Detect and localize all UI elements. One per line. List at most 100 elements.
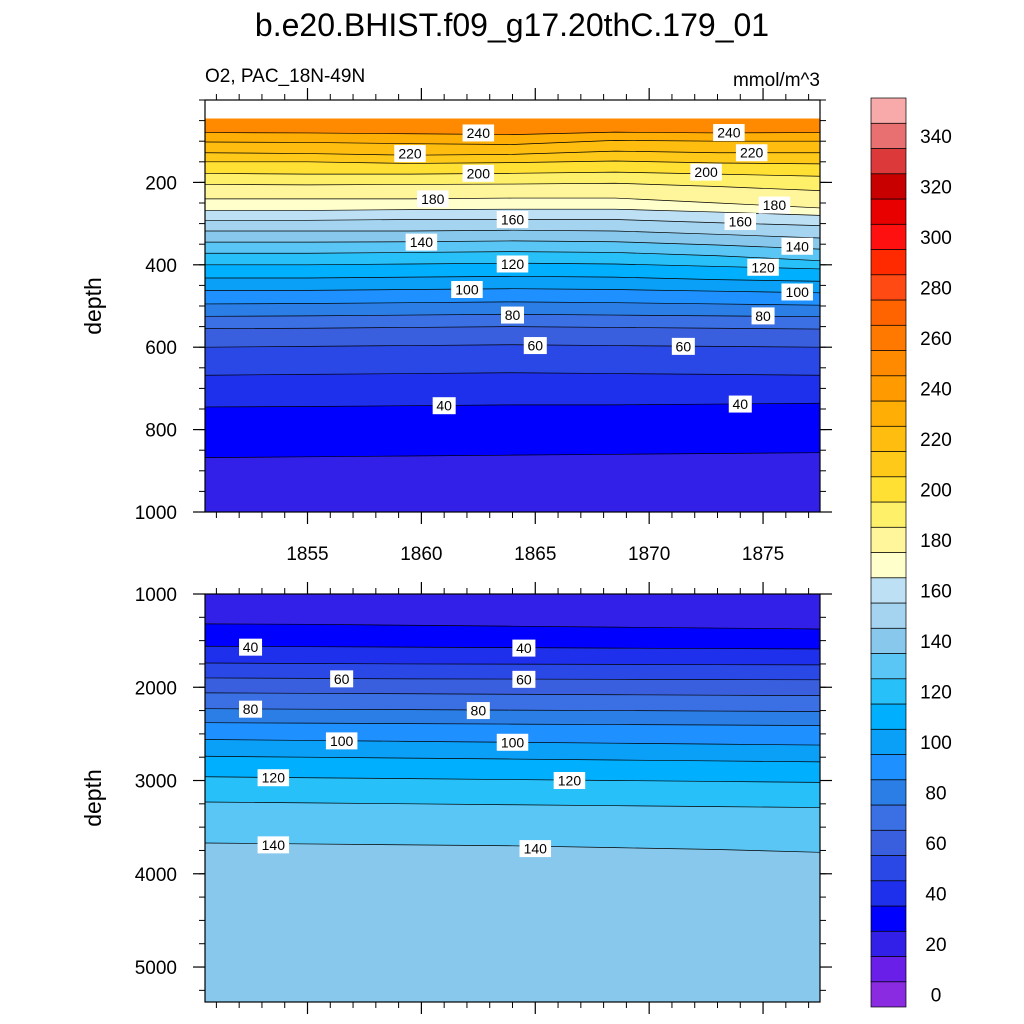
lower-depth-panel: 40 40 60 60 80 80 100 100 120 120 140 140 1000 2000 30… (80, 582, 832, 1014)
svg-text:220: 220 (740, 145, 764, 161)
contour-label: 60 (512, 670, 536, 688)
svg-text:60: 60 (516, 671, 532, 687)
subtitle-left: O2, PAC_18N-49N (205, 66, 365, 87)
contour-label: 160 (724, 213, 757, 231)
y-tick-label: 400 (145, 256, 177, 277)
svg-text:60: 60 (334, 671, 350, 687)
y-tick-label: 1000 (135, 585, 177, 606)
svg-text:100: 100 (330, 733, 354, 749)
contour-label: 140 (519, 840, 552, 858)
contour-label: 60 (330, 670, 354, 688)
contour-line (205, 229, 821, 239)
colorbar-box (870, 501, 907, 528)
colorbar-label: 120 (920, 682, 952, 703)
svg-text:40: 40 (243, 639, 259, 655)
contour-labels: 40 40 60 60 80 80 100 100 120 120 140 140 (239, 638, 586, 858)
colorbar-box (870, 930, 907, 957)
contour-label: 100 (496, 733, 529, 751)
svg-text:40: 40 (732, 396, 748, 412)
x-tick-label: 1865 (514, 544, 556, 565)
svg-text:80: 80 (471, 703, 487, 719)
contour-line (204, 776, 821, 783)
colorbar-box (870, 223, 907, 250)
contour-label: 40 (728, 395, 752, 413)
colorbar-box (870, 905, 907, 932)
contour-label: 140 (781, 237, 813, 255)
contour-label: 80 (239, 700, 263, 718)
svg-text:100: 100 (786, 284, 810, 300)
colorbar-box (870, 324, 907, 351)
contour-line (204, 755, 821, 763)
contour-label: 60 (523, 337, 547, 355)
colorbar-box (870, 804, 907, 831)
chart-title: b.e20.BHIST.f09_g17.20thC.179_01 (255, 7, 769, 43)
svg-text:120: 120 (501, 256, 525, 272)
colorbar-label: 0 (931, 985, 942, 1006)
x-tick-label: 1870 (628, 544, 670, 565)
contour-label: 40 (239, 638, 263, 656)
svg-text:140: 140 (410, 234, 434, 250)
y-axis-label: depth (80, 769, 106, 827)
svg-text:120: 120 (262, 770, 286, 786)
y-tick-label: 5000 (135, 958, 177, 979)
colorbar-box (870, 425, 907, 452)
colorbar-box (870, 299, 907, 326)
colorbar-box (870, 981, 907, 1008)
svg-text:200: 200 (467, 165, 491, 181)
contour-line (204, 402, 821, 408)
x-tick-label: 1875 (742, 544, 784, 565)
svg-text:240: 240 (717, 125, 741, 141)
x-tick-label: 1860 (400, 544, 442, 565)
colorbar-label: 140 (920, 632, 952, 653)
contour-label: 140 (257, 836, 290, 854)
contour-label: 140 (405, 233, 438, 251)
svg-text:180: 180 (421, 191, 445, 207)
contour-label: 100 (781, 283, 813, 301)
y-axis: 200 400 600 800 1000 (135, 99, 832, 524)
colorbar-box (870, 653, 907, 680)
contour-line (204, 182, 821, 191)
colorbar-label: 320 (920, 177, 952, 198)
contour-line (205, 251, 821, 262)
contour-label: 80 (501, 306, 524, 324)
contour-label: 40 (432, 397, 456, 415)
svg-text:120: 120 (751, 259, 775, 275)
y-tick-label: 600 (145, 338, 177, 359)
svg-text:80: 80 (243, 701, 259, 717)
contour-label: 160 (496, 210, 529, 228)
colorbar-box (870, 627, 907, 654)
x-axis (215, 582, 810, 1014)
contour-line (204, 842, 821, 853)
contour-label: 120 (257, 769, 290, 787)
colorbar-box (870, 956, 907, 983)
svg-text:60: 60 (676, 338, 692, 354)
colorbar-box (870, 754, 907, 781)
colorbar-box (870, 577, 907, 604)
contour-line (204, 662, 821, 666)
colorbar-box (870, 476, 907, 503)
colorbar-label: 300 (920, 228, 952, 249)
colorbar-box (870, 400, 907, 427)
svg-text:140: 140 (262, 837, 286, 853)
svg-text:200: 200 (694, 164, 718, 180)
contour-band (205, 118, 820, 135)
contour-line (204, 801, 821, 808)
colorbar-box (870, 375, 907, 402)
colorbar-box (870, 122, 907, 149)
colorbar-box (870, 350, 907, 377)
subtitle-right: mmol/m^3 (733, 70, 820, 91)
colorbar-label: 60 (925, 834, 946, 855)
colorbar-box (870, 880, 907, 907)
colorbar-label: 40 (925, 884, 946, 905)
svg-text:100: 100 (501, 734, 525, 750)
colorbar-box (870, 678, 907, 705)
contour-line (204, 452, 821, 458)
colorbar-box (870, 779, 907, 806)
contour-line (204, 326, 821, 330)
y-axis-label: depth (80, 277, 106, 335)
y-tick-label: 1000 (135, 503, 177, 524)
contour-line (204, 722, 821, 726)
contour-line (204, 344, 821, 348)
